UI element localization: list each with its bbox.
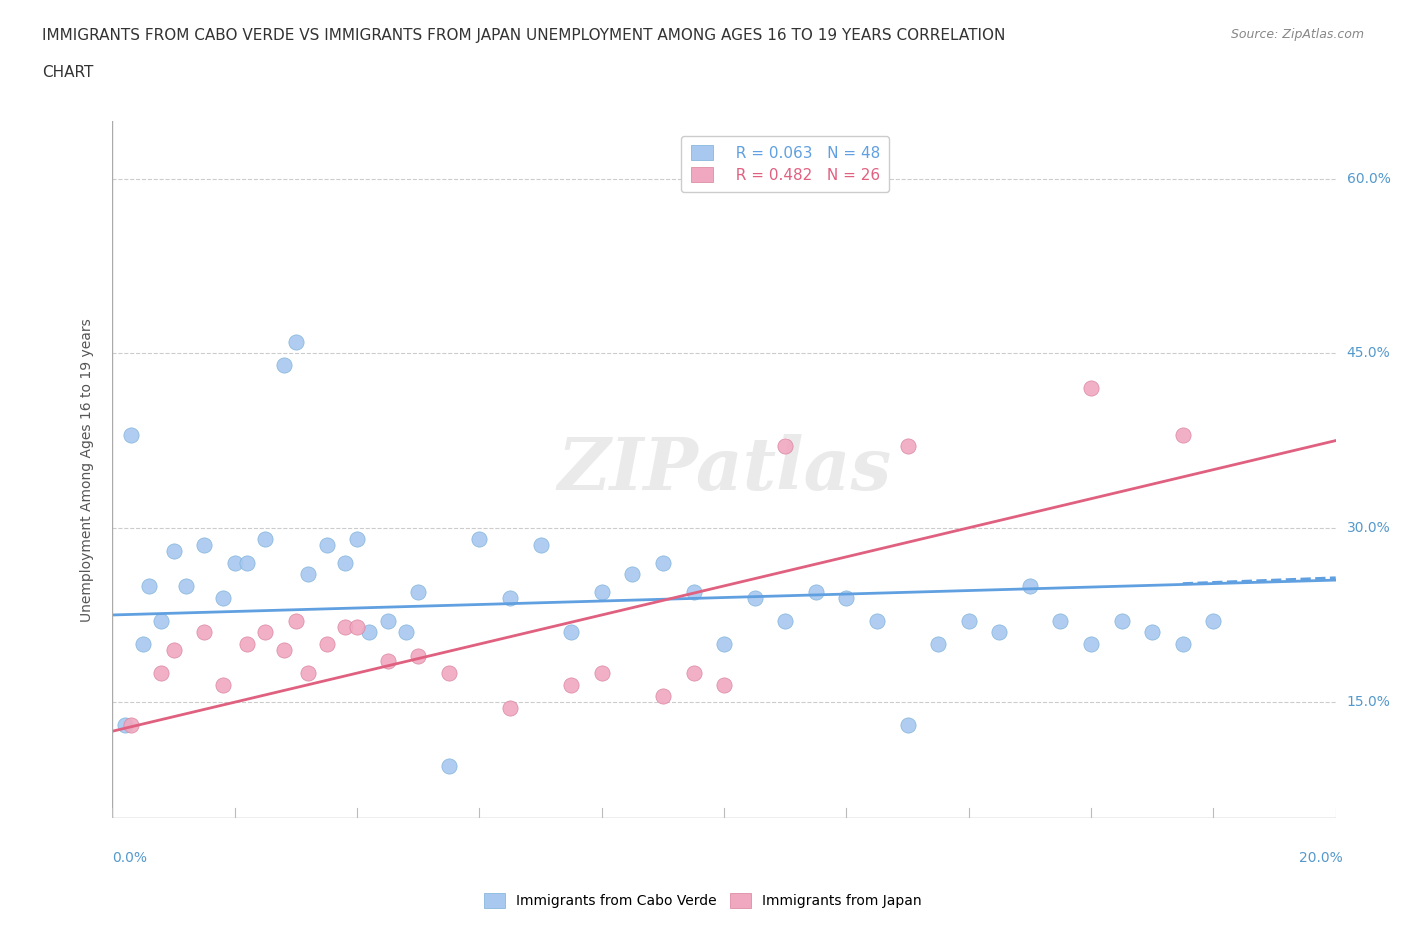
- Text: 20.0%: 20.0%: [1299, 851, 1343, 865]
- Point: [957, 614, 980, 629]
- Point: [236, 555, 259, 570]
- Point: [284, 614, 308, 629]
- Point: [1018, 578, 1040, 593]
- Point: [468, 532, 491, 547]
- Text: 15.0%: 15.0%: [1347, 695, 1391, 710]
- Point: [174, 578, 197, 593]
- Point: [333, 619, 356, 634]
- Point: [560, 677, 582, 692]
- Point: [297, 666, 319, 681]
- Point: [775, 439, 797, 454]
- Point: [988, 625, 1011, 640]
- Point: [437, 666, 460, 681]
- Point: [150, 614, 173, 629]
- Point: [804, 584, 827, 599]
- Point: [333, 555, 356, 570]
- Point: [897, 439, 920, 454]
- Point: [713, 677, 735, 692]
- Point: [138, 578, 160, 593]
- Text: IMMIGRANTS FROM CABO VERDE VS IMMIGRANTS FROM JAPAN UNEMPLOYMENT AMONG AGES 16 T: IMMIGRANTS FROM CABO VERDE VS IMMIGRANTS…: [42, 28, 1005, 43]
- Point: [211, 591, 233, 605]
- Point: [530, 538, 553, 552]
- Point: [377, 614, 399, 629]
- Text: 30.0%: 30.0%: [1347, 521, 1391, 535]
- Point: [297, 567, 319, 582]
- Point: [499, 700, 522, 715]
- Text: CHART: CHART: [42, 65, 94, 80]
- Point: [682, 666, 704, 681]
- Point: [273, 357, 295, 372]
- Point: [254, 625, 277, 640]
- Point: [193, 538, 215, 552]
- Legend:   R = 0.063   N = 48,   R = 0.482   N = 26: R = 0.063 N = 48, R = 0.482 N = 26: [682, 136, 889, 192]
- Point: [927, 637, 949, 652]
- Point: [591, 584, 613, 599]
- Text: 60.0%: 60.0%: [1347, 172, 1391, 186]
- Point: [193, 625, 215, 640]
- Point: [1111, 614, 1133, 629]
- Point: [114, 718, 136, 733]
- Point: [346, 532, 368, 547]
- Point: [621, 567, 644, 582]
- Point: [682, 584, 704, 599]
- Point: [163, 543, 186, 558]
- Point: [1142, 625, 1164, 640]
- Point: [866, 614, 889, 629]
- Point: [652, 689, 675, 704]
- Text: 45.0%: 45.0%: [1347, 346, 1391, 361]
- Y-axis label: Unemployment Among Ages 16 to 19 years: Unemployment Among Ages 16 to 19 years: [80, 318, 94, 621]
- Point: [120, 718, 142, 733]
- Point: [132, 637, 155, 652]
- Legend: Immigrants from Cabo Verde, Immigrants from Japan: Immigrants from Cabo Verde, Immigrants f…: [478, 888, 928, 914]
- Point: [408, 584, 430, 599]
- Point: [897, 718, 920, 733]
- Point: [236, 637, 259, 652]
- Point: [560, 625, 582, 640]
- Point: [1080, 637, 1102, 652]
- Point: [499, 591, 522, 605]
- Point: [273, 643, 295, 658]
- Point: [408, 648, 430, 663]
- Point: [377, 654, 399, 669]
- Point: [713, 637, 735, 652]
- Point: [1202, 614, 1225, 629]
- Point: [359, 625, 381, 640]
- Text: ZIPatlas: ZIPatlas: [557, 434, 891, 505]
- Point: [395, 625, 418, 640]
- Point: [437, 759, 460, 774]
- Point: [211, 677, 233, 692]
- Point: [254, 532, 277, 547]
- Point: [1049, 614, 1071, 629]
- Point: [120, 427, 142, 442]
- Text: Source: ZipAtlas.com: Source: ZipAtlas.com: [1230, 28, 1364, 41]
- Point: [835, 591, 858, 605]
- Point: [1171, 637, 1194, 652]
- Point: [775, 614, 797, 629]
- Point: [1171, 427, 1194, 442]
- Point: [1080, 381, 1102, 396]
- Point: [315, 538, 337, 552]
- Point: [163, 643, 186, 658]
- Point: [224, 555, 246, 570]
- Point: [346, 619, 368, 634]
- Point: [591, 666, 613, 681]
- Point: [744, 591, 766, 605]
- Point: [150, 666, 173, 681]
- Point: [284, 334, 308, 349]
- Point: [652, 555, 675, 570]
- Point: [315, 637, 337, 652]
- Text: 0.0%: 0.0%: [112, 851, 148, 865]
